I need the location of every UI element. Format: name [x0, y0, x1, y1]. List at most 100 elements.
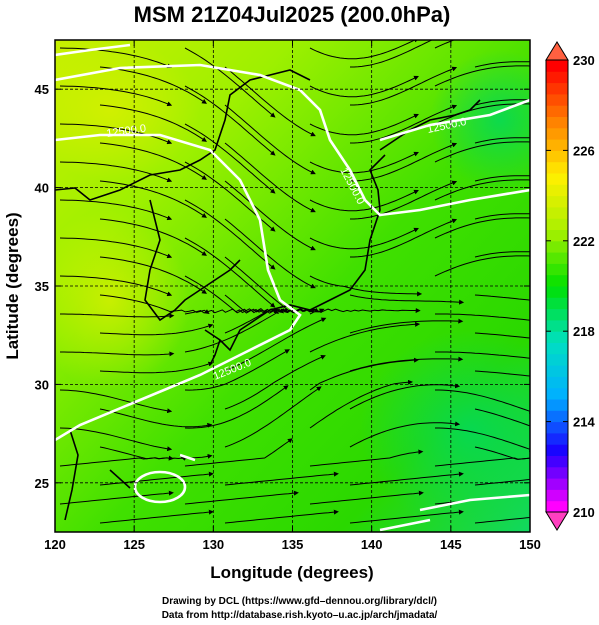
y-tick-label: 30 — [35, 377, 49, 392]
streamline — [184, 490, 299, 505]
streamline — [435, 313, 530, 321]
streamline — [309, 40, 419, 60]
colorbar-segment — [546, 184, 568, 197]
streamline — [184, 275, 279, 314]
streamline — [184, 349, 290, 391]
colorbar-segment — [546, 308, 568, 321]
streamline — [224, 386, 322, 448]
streamline — [99, 142, 207, 180]
colorbar-tick-label: 214 — [573, 415, 595, 430]
colorbar-segment — [546, 353, 568, 366]
streamline — [59, 237, 173, 259]
colorbar-segment — [546, 263, 568, 276]
streamline — [99, 256, 207, 294]
streamline — [224, 509, 339, 524]
streamline — [474, 516, 530, 524]
streamline — [224, 142, 316, 213]
colorbar-segment — [546, 229, 568, 242]
coastlines — [55, 69, 481, 521]
streamline — [99, 323, 214, 336]
colorbar-segment — [546, 195, 568, 208]
colorbar-tick-label: 226 — [573, 143, 595, 158]
colorbar-segment — [546, 489, 568, 502]
colorbar-ticks: 210 214 218 222 226 230 — [546, 53, 595, 520]
streamline — [434, 215, 530, 239]
streamline — [435, 427, 530, 452]
streamline — [224, 218, 316, 289]
colorbar: 210 214 218 222 226 230 — [545, 41, 595, 531]
x-tick-label: 125 — [123, 537, 145, 552]
streamline — [349, 318, 464, 334]
x-axis-label: Longitude (degrees) — [210, 563, 373, 582]
streamline — [349, 421, 461, 448]
colorbar-segment — [546, 365, 568, 377]
streamline — [349, 356, 464, 372]
streamline — [434, 253, 530, 277]
streamline — [474, 251, 530, 258]
colorbar-segment — [546, 399, 568, 411]
streamline — [309, 321, 421, 353]
colorbar-bottom-arrow — [545, 511, 569, 531]
credit-line-1: Drawing by DCL (https://www.gfd–dennou.o… — [161, 596, 437, 607]
streamline — [349, 509, 464, 524]
x-tick-label: 130 — [202, 537, 224, 552]
streamline — [184, 47, 276, 118]
colorbar-segment — [546, 466, 568, 479]
streamline — [224, 471, 339, 486]
streamline — [474, 370, 530, 377]
streamline — [184, 123, 276, 194]
streamline — [434, 63, 530, 87]
field-cool-patch — [430, 50, 530, 190]
colorbar-segment — [546, 218, 568, 230]
streamline — [350, 180, 458, 220]
streamline — [224, 354, 326, 410]
colorbar-segment — [546, 432, 568, 445]
colorbar-segment — [546, 297, 568, 310]
streamline — [435, 351, 530, 359]
streamline — [184, 85, 276, 156]
streamline — [309, 308, 421, 315]
streamline — [435, 389, 530, 414]
streamline — [434, 139, 530, 163]
streamline — [434, 457, 530, 467]
streamline — [224, 104, 316, 175]
streamline — [59, 455, 174, 467]
y-tick-label: 45 — [35, 82, 49, 97]
colorbar-segment — [546, 161, 568, 174]
colorbar-segment — [546, 500, 568, 513]
y-tick-label: 25 — [35, 476, 49, 491]
streamline — [309, 490, 424, 505]
field-warm-patch — [55, 40, 200, 180]
streamline — [474, 61, 530, 68]
streamline — [184, 199, 276, 270]
streamline — [350, 104, 458, 144]
streamlines — [59, 40, 530, 524]
colorbar-tick-label: 230 — [573, 53, 595, 68]
streamline — [184, 385, 289, 429]
colorbar-segment — [546, 252, 568, 264]
streamline — [474, 408, 530, 429]
streamline — [60, 351, 175, 357]
streamline — [350, 66, 458, 106]
colorbar-segment — [546, 139, 568, 151]
colorbar-segment — [546, 319, 568, 332]
streamline — [59, 389, 173, 414]
colorbar-segment — [546, 82, 568, 95]
colorbar-segment — [546, 173, 568, 185]
colorbar-segment — [546, 71, 568, 84]
colorbar-segment — [546, 376, 568, 389]
streamline — [474, 294, 530, 301]
streamline — [224, 66, 316, 137]
height-contours — [55, 43, 530, 532]
colorbar-segment — [546, 105, 568, 117]
chart-title: MSM 21Z04Jul2025 (200.0hPa) — [134, 2, 451, 27]
colorbar-segment — [546, 286, 568, 298]
x-axis: 120 125 130 135 140 145 150 — [44, 40, 541, 552]
streamline — [59, 490, 174, 505]
colorbar-segment — [546, 206, 568, 219]
streamline — [474, 213, 530, 220]
streamline — [309, 189, 419, 212]
x-tick-label: 150 — [519, 537, 541, 552]
colorbar-segment — [546, 93, 568, 106]
